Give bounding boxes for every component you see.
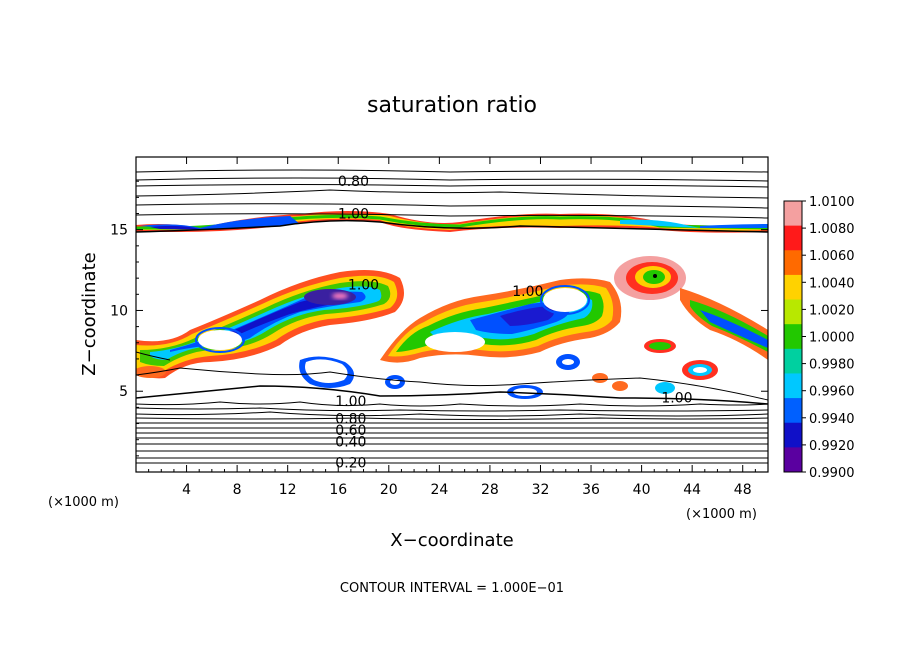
colorbar-swatch (784, 274, 802, 301)
contour-label: 1.00 (335, 394, 366, 410)
y-tick-label: 15 (110, 223, 128, 239)
colorbar-swatch (784, 398, 802, 424)
contour-label: 0.80 (338, 174, 369, 190)
colorbar-label: 0.9900 (809, 466, 855, 481)
right-upper-blob (614, 256, 768, 360)
colorbar-swatch (784, 299, 802, 325)
colorbar-swatch (784, 348, 802, 374)
contour-label: 0.60 (335, 423, 366, 439)
colorbar-swatch (784, 324, 802, 350)
x-tick-label: 4 (182, 482, 191, 498)
colorbar-swatch (784, 422, 802, 448)
x-tick-label: 44 (683, 482, 701, 498)
x-tick-label: 12 (279, 482, 297, 498)
contour-lines (136, 169, 768, 464)
x-tick-label: 8 (233, 482, 242, 498)
contour-label-layer: 0.801.001.00 1.001.000.800.600.400.201.00 (335, 174, 692, 471)
contour-label: 0.20 (335, 455, 366, 471)
center-right-cloud-blob (380, 278, 622, 363)
x-tick-label: 32 (532, 482, 550, 498)
x-tick-label: 40 (633, 482, 651, 498)
colorbar-label: 1.0060 (809, 249, 855, 264)
colorbar-label: 0.9920 (809, 439, 855, 454)
x-tick-label: 24 (430, 482, 448, 498)
contour-label: 1.00 (661, 391, 692, 407)
colorbar-label: 1.0000 (809, 331, 855, 346)
x-axis-label: X−coordinate (390, 530, 513, 551)
contour-interval-footer: CONTOUR INTERVAL = 1.000E−01 (340, 581, 564, 596)
contour-label: 1.00 (338, 207, 369, 223)
colorbar-swatch (784, 201, 802, 227)
colorbar-label: 0.9980 (809, 358, 855, 373)
x-tick-label: 20 (380, 482, 398, 498)
chart-title: saturation ratio (367, 93, 537, 118)
x-tick-label: 16 (329, 482, 347, 498)
colorbar-label: 1.0100 (809, 195, 855, 210)
colorbar-label: 1.0020 (809, 303, 855, 318)
x-axis-unit-left: (×1000 m) (48, 495, 119, 510)
colorbar-swatch (784, 447, 802, 473)
y-axis-ticks: 5 10 15 (110, 180, 768, 457)
colorbar-swatch (784, 373, 802, 399)
colorbar: 1.0100 1.0080 1.0060 1.0040 1.0020 1.0000 0.99… (783, 195, 855, 481)
x-tick-label: 28 (481, 482, 499, 498)
contour-label: 1.00 (512, 284, 543, 300)
plot-field: 0.801.001.00 1.001.000.800.600.400.201.00 (136, 157, 768, 472)
contour-label: 0.80 (335, 412, 366, 428)
y-tick-label: 5 (119, 384, 128, 400)
x-tick-label: 48 (734, 482, 752, 498)
x-axis-ticks: 4 8 12 16 20 24 28 32 36 40 44 48 (148, 157, 756, 498)
colorbar-label: 0.9960 (809, 385, 855, 400)
colorbar-label: 1.0080 (809, 222, 855, 237)
y-tick-label: 10 (110, 303, 128, 319)
left-cloud-blob (136, 270, 404, 379)
y-axis-label: Z−coordinate (79, 252, 100, 375)
x-tick-label: 36 (582, 482, 600, 498)
contour-label: 0.40 (335, 434, 366, 450)
contour-label: 1.00 (348, 278, 379, 294)
colorbar-swatch (784, 225, 802, 251)
colorbar-label: 1.0040 (809, 276, 855, 291)
colorbar-label: 0.9940 (809, 412, 855, 427)
x-axis-unit-right: (×1000 m) (686, 507, 757, 522)
colorbar-swatch (784, 250, 802, 276)
